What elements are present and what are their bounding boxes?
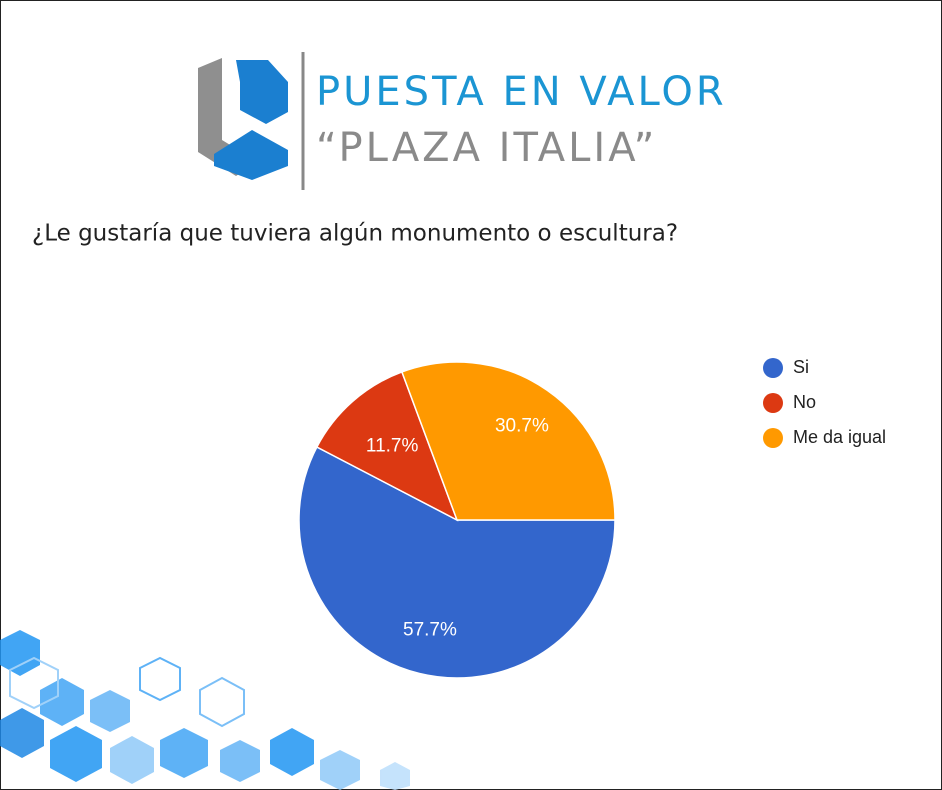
data-label: 57.7%: [403, 620, 457, 641]
decoration: [0, 630, 410, 790]
pie-slice: [400, 361, 616, 521]
legend-label: Si: [793, 357, 809, 377]
header-subtitle: “PLAZA ITALIA”: [316, 125, 657, 171]
legend-label: Me da igual: [793, 427, 886, 447]
legend-marker: [763, 393, 783, 413]
pie-slice: [298, 446, 616, 679]
data-label: 30.7%: [495, 416, 549, 437]
legend-marker: [763, 358, 783, 378]
logo: [198, 52, 305, 190]
data-label: 11.7%: [366, 436, 419, 457]
pie-slice: [315, 370, 459, 522]
legend-marker: [763, 428, 783, 448]
header-title: PUESTA EN VALOR: [316, 69, 727, 115]
legend-label: No: [793, 392, 816, 412]
chart-title: ¿Le gustaría que tuviera algún monumento…: [32, 221, 678, 247]
